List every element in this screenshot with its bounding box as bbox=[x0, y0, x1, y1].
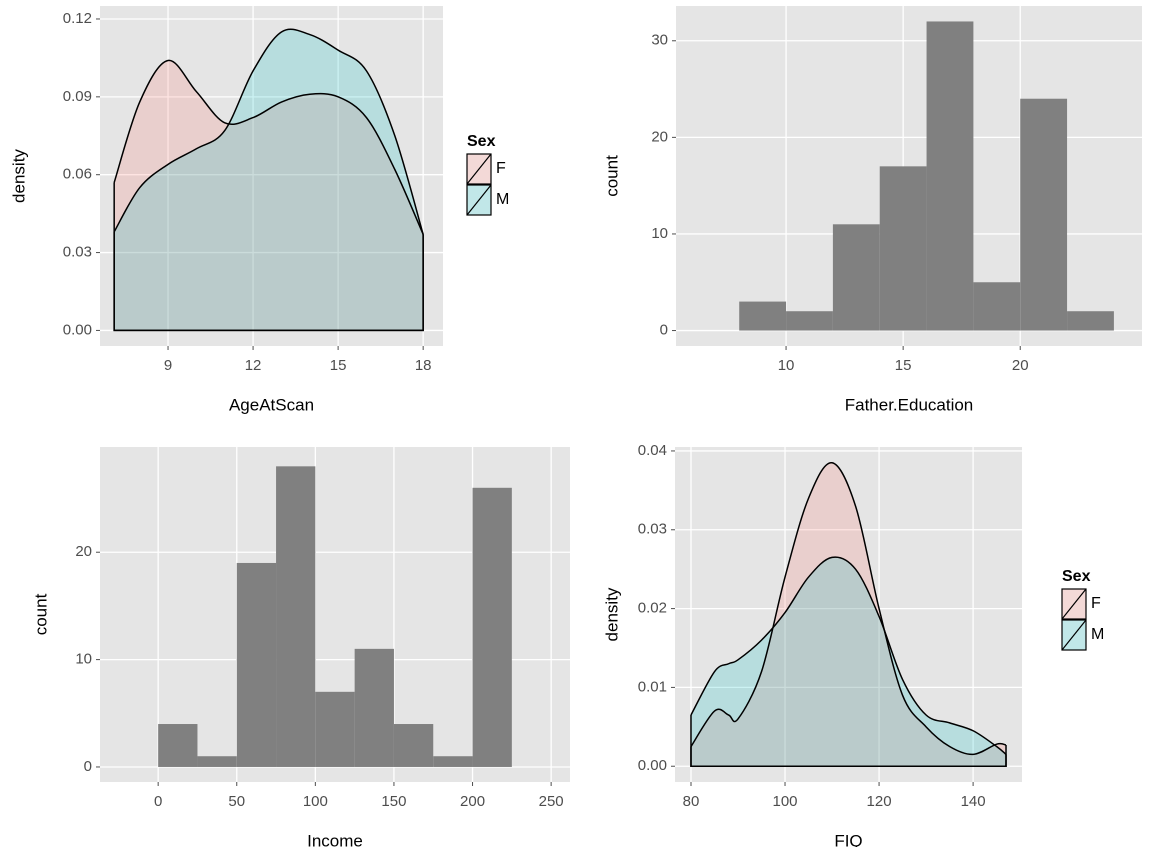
y-tick-label: 10 bbox=[75, 651, 92, 668]
bar bbox=[393, 724, 434, 767]
y-tick-label: 30 bbox=[651, 32, 668, 49]
density-fill bbox=[690, 557, 1007, 767]
y-tick-label: 10 bbox=[651, 225, 668, 242]
density-line bbox=[113, 28, 424, 235]
bar bbox=[197, 756, 237, 767]
legend-key-line bbox=[1061, 619, 1087, 651]
x-tick-label: 9 bbox=[164, 357, 172, 374]
bar bbox=[354, 648, 394, 767]
legend-title: Sex bbox=[1062, 568, 1091, 585]
y-tick-label: 0 bbox=[84, 758, 92, 775]
y-tick-label: 0.09 bbox=[63, 88, 92, 105]
bar bbox=[236, 562, 277, 767]
density-fill bbox=[690, 462, 1007, 767]
y-tick-label: 0 bbox=[660, 322, 668, 339]
y-tick-label: 0.03 bbox=[63, 244, 92, 261]
x-axis-title: FIQ bbox=[834, 831, 862, 847]
y-axis-title: count bbox=[602, 155, 621, 197]
x-axis-title: Father.Education bbox=[845, 395, 974, 414]
y-tick-label: 0.03 bbox=[638, 521, 667, 538]
density-line bbox=[113, 59, 424, 235]
legend-label: M bbox=[496, 191, 509, 208]
density-line bbox=[690, 462, 1007, 756]
x-tick-label: 140 bbox=[961, 793, 986, 810]
x-axis-title: AgeAtScan bbox=[229, 395, 314, 414]
y-tick-label: 0.01 bbox=[638, 678, 667, 695]
legend-label: M bbox=[1091, 626, 1104, 643]
x-tick-label: 15 bbox=[895, 357, 912, 374]
y-tick-label: 20 bbox=[651, 128, 668, 145]
density-fill bbox=[114, 29, 424, 331]
y-tick-label: 0.04 bbox=[638, 442, 667, 459]
x-tick-label: 250 bbox=[539, 793, 564, 810]
y-tick-label: 20 bbox=[75, 543, 92, 560]
x-tick-label: 15 bbox=[330, 357, 347, 374]
x-tick-label: 200 bbox=[460, 793, 485, 810]
x-tick-label: 0 bbox=[154, 793, 162, 810]
bar bbox=[832, 224, 880, 331]
bar bbox=[433, 756, 473, 767]
y-tick-label: 0.00 bbox=[63, 321, 92, 338]
x-tick-label: 50 bbox=[228, 793, 245, 810]
density-fill bbox=[114, 60, 424, 331]
bar bbox=[315, 691, 355, 767]
y-tick-label: 0.00 bbox=[638, 757, 667, 774]
y-tick-label: 0.06 bbox=[63, 166, 92, 183]
bar bbox=[276, 466, 316, 767]
x-tick-label: 18 bbox=[415, 357, 432, 374]
x-tick-label: 100 bbox=[773, 793, 798, 810]
bar bbox=[786, 311, 833, 331]
x-tick-label: 80 bbox=[683, 793, 700, 810]
legend-key-line bbox=[1061, 588, 1087, 620]
y-tick-label: 0.02 bbox=[638, 600, 667, 617]
legend-key-line bbox=[466, 184, 492, 216]
bar bbox=[926, 21, 974, 331]
density-line bbox=[690, 556, 1007, 755]
x-tick-label: 10 bbox=[778, 357, 795, 374]
legend-key-line bbox=[466, 153, 492, 185]
x-tick-label: 12 bbox=[245, 357, 262, 374]
bar bbox=[739, 301, 787, 331]
y-tick-label: 0.12 bbox=[63, 10, 92, 27]
bar bbox=[879, 166, 927, 331]
legend-title: Sex bbox=[467, 133, 496, 150]
x-tick-label: 150 bbox=[381, 793, 406, 810]
bar bbox=[472, 487, 512, 767]
y-axis-title: density bbox=[602, 587, 621, 641]
bar bbox=[973, 282, 1021, 331]
x-tick-label: 20 bbox=[1012, 357, 1029, 374]
x-tick-label: 120 bbox=[867, 793, 892, 810]
plot-background bbox=[675, 447, 1022, 782]
bar bbox=[158, 724, 198, 767]
y-axis-title: density bbox=[9, 149, 28, 203]
bar bbox=[1020, 98, 1068, 331]
plot-background bbox=[100, 6, 443, 346]
x-tick-label: 100 bbox=[303, 793, 328, 810]
density-edge bbox=[113, 231, 424, 332]
legend-label: F bbox=[496, 160, 506, 177]
y-axis-title: count bbox=[31, 593, 50, 635]
legend-label: F bbox=[1091, 595, 1101, 612]
x-axis-title: Income bbox=[307, 831, 363, 847]
density-edge bbox=[690, 715, 1007, 767]
bar bbox=[1067, 311, 1114, 331]
